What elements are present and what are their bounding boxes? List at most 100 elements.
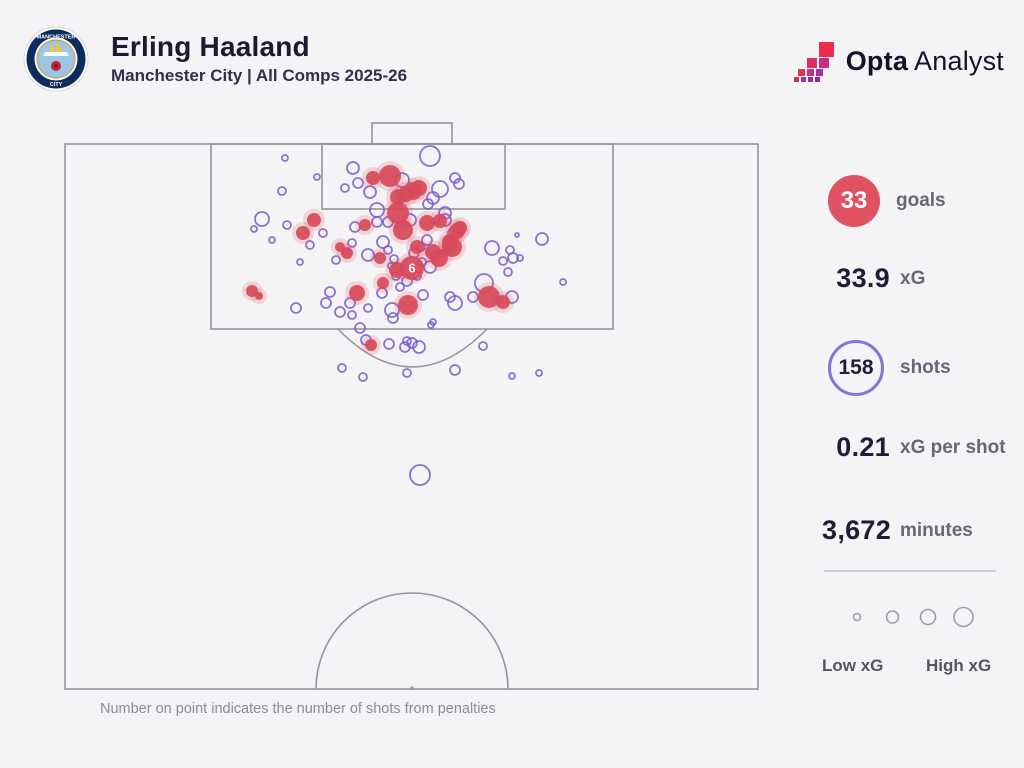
shot-point	[406, 337, 418, 349]
brand-name-light: Analyst	[914, 45, 1004, 76]
goal-point	[377, 277, 389, 289]
stat-shots: 158 shots	[828, 340, 951, 396]
shot-point	[507, 252, 519, 264]
shot-point	[508, 372, 516, 380]
legend-divider	[824, 570, 996, 572]
shot-point	[478, 341, 488, 351]
shot-point	[419, 145, 441, 167]
shot-point	[559, 278, 567, 286]
shot-point	[334, 306, 346, 318]
opta-analyst-logo: Opta Analyst	[793, 40, 1004, 82]
shot-point	[444, 291, 456, 303]
shot-point	[402, 368, 412, 378]
shot-point	[395, 282, 405, 292]
goal-point	[496, 295, 510, 309]
svg-text:MANCHESTER: MANCHESTER	[37, 35, 76, 41]
shot-point	[449, 172, 461, 184]
shot-point	[409, 464, 431, 486]
goal-point	[349, 285, 365, 301]
halfway-circle-arc	[315, 592, 509, 690]
goal-point	[335, 242, 345, 252]
shot-point	[361, 248, 375, 262]
brand-wordmark: Opta Analyst	[846, 46, 1004, 77]
legend-size-circle	[885, 610, 900, 624]
shot-point	[383, 245, 393, 255]
shot-point	[305, 240, 315, 250]
goal-point	[365, 339, 377, 351]
goal-point	[393, 220, 413, 240]
shot-point	[427, 321, 435, 329]
goal-point	[246, 285, 258, 297]
shot-point	[535, 369, 543, 377]
goal-point	[411, 180, 427, 196]
legend-low-xg-label: Low xG	[822, 656, 884, 675]
shot-point	[421, 234, 433, 246]
goal-point	[374, 252, 386, 264]
shot-point	[514, 232, 520, 238]
shot-point	[431, 180, 449, 198]
shot-point	[369, 202, 385, 218]
shot-point	[354, 322, 366, 334]
goals-badge: 33	[828, 175, 880, 227]
legend-size-circle	[919, 608, 937, 626]
shot-point	[376, 235, 390, 249]
shot-point	[337, 363, 347, 373]
shot-point	[383, 338, 395, 350]
shot-point	[254, 211, 270, 227]
xg-size-legend	[852, 606, 974, 628]
goal-point	[379, 165, 401, 187]
shot-point	[268, 236, 276, 244]
goal-point	[359, 219, 371, 231]
minutes-label: minutes	[900, 519, 973, 541]
goal-point	[307, 213, 321, 227]
goal-point	[366, 171, 380, 185]
shot-point	[417, 289, 429, 301]
shots-label: shots	[900, 357, 951, 378]
legend-size-circle	[953, 606, 974, 628]
goal-point	[433, 214, 447, 228]
shot-point	[296, 258, 304, 266]
stat-xg-per-shot: 0.21 xG per shot	[822, 432, 1005, 463]
shot-point	[313, 173, 321, 181]
goal-point	[442, 234, 458, 250]
goal-frame	[371, 122, 453, 145]
brand-name-bold: Opta	[845, 45, 909, 76]
shot-point	[320, 297, 332, 309]
stat-xg: 33.9 xG	[822, 263, 925, 294]
shot-point	[384, 302, 400, 318]
shot-point	[358, 372, 368, 382]
shot-point	[422, 198, 434, 210]
penalty-count-label: 6	[408, 261, 415, 276]
shot-point	[324, 286, 336, 298]
opta-stairs-icon	[793, 42, 834, 82]
shot-point	[347, 238, 357, 248]
shot-point	[453, 178, 465, 190]
shot-point	[371, 216, 383, 228]
goal-point	[453, 221, 467, 235]
minutes-value: 3,672	[822, 515, 892, 545]
goals-label: goals	[896, 190, 946, 211]
svg-text:CITY: CITY	[50, 82, 63, 88]
shot-point	[250, 225, 258, 233]
page-title: Erling Haaland	[111, 30, 310, 62]
pitch-lines	[64, 122, 759, 690]
shot-point	[281, 154, 289, 162]
shot-point	[484, 240, 500, 256]
goal-point	[419, 215, 435, 231]
legend-high-xg-label: High xG	[926, 656, 992, 675]
shot-point	[387, 312, 399, 324]
shot-point	[423, 260, 437, 274]
manchester-city-crest-icon: MANCHESTER CITY	[23, 26, 89, 92]
shots-badge: 158	[828, 340, 884, 396]
shot-point	[535, 232, 549, 246]
shot-point	[498, 256, 508, 266]
centre-spot	[410, 686, 414, 690]
stat-minutes: 3,672 minutes	[822, 515, 973, 546]
shot-point	[347, 310, 357, 320]
xg-label: xG	[900, 267, 926, 289]
shot-point	[346, 161, 360, 175]
goal-point	[296, 226, 310, 240]
shot-point	[340, 183, 350, 193]
shot-point	[331, 255, 341, 265]
goal-point	[430, 249, 448, 267]
